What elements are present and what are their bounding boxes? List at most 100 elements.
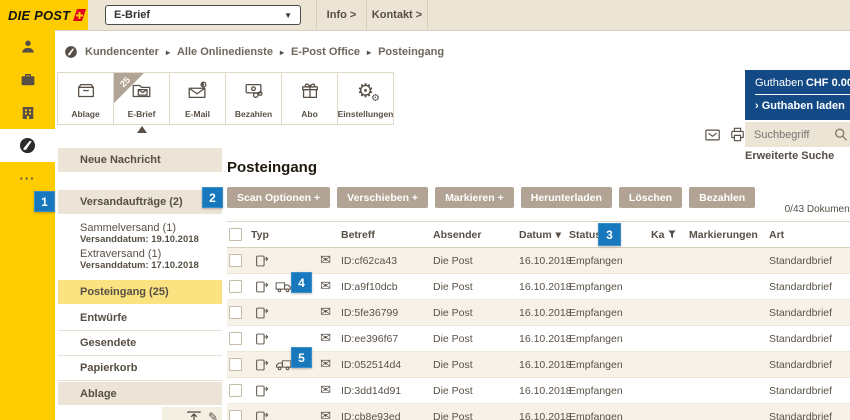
tab-label: Ablage <box>71 109 100 119</box>
info-link[interactable]: Info > <box>316 0 366 30</box>
table-row[interactable]: ✉ ID:3dd14d91 Die Post 16.10.2018 Empfan… <box>227 378 850 404</box>
envelope-icon: ✉ <box>320 357 331 372</box>
page-title: Posteingang <box>227 159 318 176</box>
tab-e-brief[interactable]: 25 E-Brief <box>113 72 170 133</box>
row-checkbox[interactable] <box>229 410 242 420</box>
breadcrumb-separator: ▸ <box>367 47 372 57</box>
art-cell: Standardbrief <box>769 384 833 397</box>
breadcrumb-item-epost-office[interactable]: E-Post Office <box>290 46 361 58</box>
status-cell: Empfangen <box>569 358 623 371</box>
col-art[interactable]: Art <box>769 228 785 241</box>
sidebar-item-posteingang[interactable]: Posteingang (25) <box>58 280 222 304</box>
table-row[interactable]: ✉ ID:cb8e93ed Die Post 16.10.2018 Empfan… <box>227 404 850 420</box>
payment-icon <box>245 83 263 98</box>
divider <box>755 94 850 95</box>
row-checkbox[interactable] <box>229 384 242 397</box>
breadcrumb-item-onlinedienste[interactable]: Alle Onlinedienste <box>176 46 273 58</box>
tab-bezahlen[interactable]: Bezahlen <box>225 72 282 125</box>
callout-3: 3 <box>598 223 621 246</box>
document-count: 0/43 Dokumente <box>784 204 850 215</box>
typ-cell: ✉ <box>251 326 341 351</box>
versandauftraege-header[interactable]: Versandaufträge (2) − <box>58 190 222 214</box>
art-cell: Standardbrief <box>769 306 833 319</box>
select-all-checkbox[interactable] <box>229 228 242 241</box>
sidebar-item-papierkorb[interactable]: Papierkorb <box>58 356 222 381</box>
app-rail: ··· <box>0 30 55 420</box>
art-cell: Standardbrief <box>769 410 833 420</box>
loeschen-button[interactable]: Löschen <box>618 187 683 208</box>
versand-date: Versanddatum: 19.10.2018 <box>80 234 199 245</box>
table-row[interactable]: ✉ ID:a9f10dcb Die Post 16.10.2018 Empfan… <box>227 274 850 300</box>
bezahlen-button[interactable]: Bezahlen <box>689 187 756 208</box>
mail-notify-icon[interactable] <box>705 128 721 142</box>
betreff-cell: ID:ee396f67 <box>341 332 399 345</box>
document-export-icon <box>256 333 269 344</box>
sidebar-item-ablage[interactable]: Ablage <box>58 382 222 405</box>
versand-item[interactable]: Extraversand (1) <box>80 248 162 260</box>
tab-e-mail[interactable]: E-Mail <box>169 72 226 125</box>
col-datum[interactable]: Datum ▾ <box>519 228 561 241</box>
col-kategorie[interactable]: Ka <box>651 229 689 241</box>
datum-cell: 16.10.2018 <box>519 358 572 371</box>
row-checkbox[interactable] <box>229 358 242 371</box>
row-checkbox[interactable] <box>229 280 242 293</box>
breadcrumb-separator: ▸ <box>165 47 170 57</box>
document-export-icon <box>256 385 269 396</box>
col-status[interactable]: Status <box>569 228 602 241</box>
betreff-cell: ID:cb8e93ed <box>341 410 401 420</box>
datum-cell: 16.10.2018 <box>519 410 572 420</box>
rail-item-more[interactable]: ··· <box>0 162 55 195</box>
email-at-icon <box>188 81 207 99</box>
row-checkbox[interactable] <box>229 254 242 267</box>
service-tab-bar: Ablage 25 E-Brief E-Mail Bezahlen Abo ⚙ ⚙… <box>57 72 394 133</box>
versand-date: Versanddatum: 17.10.2018 <box>80 260 199 271</box>
verschieben-button[interactable]: Verschieben + <box>337 187 429 208</box>
print-icon[interactable] <box>730 127 745 142</box>
sidebar-item-entwuerfe[interactable]: Entwürfe <box>58 306 222 331</box>
art-cell: Standardbrief <box>769 254 833 267</box>
table-row[interactable]: ✉ ID:ee396f67 Die Post 16.10.2018 Empfan… <box>227 326 850 352</box>
advanced-search-link[interactable]: Erweiterte Suche <box>745 150 835 162</box>
status-cell: Empfangen <box>569 384 623 397</box>
kontakt-link[interactable]: Kontakt > <box>366 0 428 30</box>
sidebar-actions: ✎ <box>162 407 222 420</box>
markieren-button[interactable]: Markieren + <box>435 187 514 208</box>
col-markierungen[interactable]: Markierungen <box>689 228 758 241</box>
datum-cell: 16.10.2018 <box>519 280 572 293</box>
search-icon[interactable] <box>834 127 848 142</box>
rail-item-business[interactable] <box>0 63 55 96</box>
tab-abo[interactable]: Abo <box>281 72 338 125</box>
typ-cell: ✉ <box>251 274 341 299</box>
rail-item-kundencenter[interactable] <box>0 129 55 162</box>
table-row[interactable]: ✉ ID:052514d4 Die Post 16.10.2018 Empfan… <box>227 352 850 378</box>
col-absender[interactable]: Absender <box>433 228 482 241</box>
guthaben-laden-link[interactable]: › Guthaben laden <box>755 100 845 112</box>
col-betreff[interactable]: Betreff <box>341 228 375 241</box>
datum-cell: 16.10.2018 <box>519 254 572 267</box>
col-typ[interactable]: Typ <box>251 228 269 241</box>
sidebar-item-gesendete[interactable]: Gesendete <box>58 331 222 356</box>
versand-item[interactable]: Sammelversand (1) <box>80 222 176 234</box>
breadcrumb-item-kundencenter[interactable]: Kundencenter <box>85 46 159 58</box>
service-dropdown[interactable]: E-Brief ▼ <box>105 5 301 25</box>
herunterladen-button[interactable]: Herunterladen <box>520 187 612 208</box>
callout-5: 5 <box>291 347 312 368</box>
row-checkbox[interactable] <box>229 332 242 345</box>
row-checkbox[interactable] <box>229 306 242 319</box>
table-row[interactable]: ✉ ID:5fe36799 Die Post 16.10.2018 Empfan… <box>227 300 850 326</box>
table-row[interactable]: ✉ ID:cf62ca43 Die Post 16.10.2018 Empfan… <box>227 248 850 274</box>
rail-item-company[interactable] <box>0 96 55 129</box>
neue-nachricht-button[interactable]: Neue Nachricht <box>58 148 222 172</box>
edit-pencil-icon[interactable]: ✎ <box>207 409 218 420</box>
die-post-logo[interactable]: DIE POST <box>0 0 88 30</box>
rail-item-person[interactable] <box>0 30 55 63</box>
breadcrumb-separator: ▸ <box>279 47 284 57</box>
tab-einstellungen[interactable]: ⚙ ⚙ Einstellungen <box>337 72 394 125</box>
scan-optionen-button[interactable]: Scan Optionen + <box>227 187 331 208</box>
search-input[interactable] <box>752 127 834 142</box>
archive-up-icon[interactable] <box>187 410 201 420</box>
search-box <box>745 122 850 147</box>
filter-funnel-icon[interactable] <box>668 230 677 239</box>
tab-ablage[interactable]: Ablage <box>57 72 114 125</box>
envelope-icon: ✉ <box>320 305 331 320</box>
